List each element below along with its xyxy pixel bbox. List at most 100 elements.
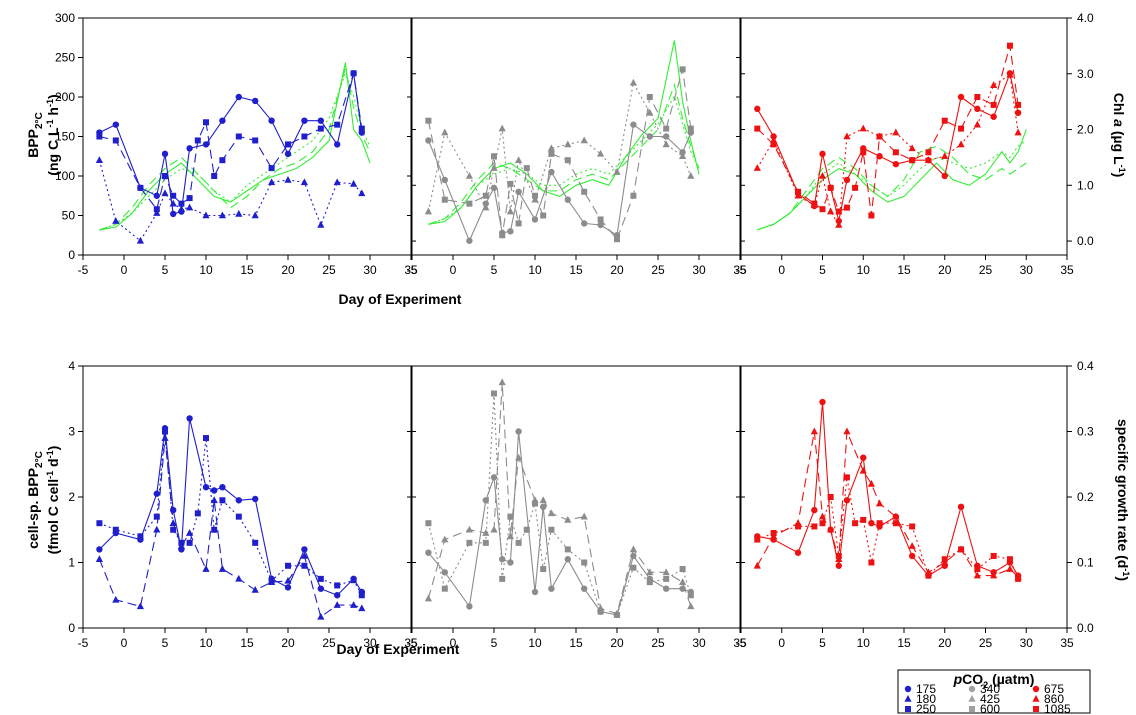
x-tick-label: 0 bbox=[121, 263, 128, 277]
point-860 bbox=[867, 479, 875, 487]
legend-marker-340 bbox=[968, 685, 976, 693]
x-tick-label: 20 bbox=[610, 636, 624, 650]
point-425 bbox=[687, 602, 695, 610]
x-tick-label: 15 bbox=[569, 636, 583, 650]
y-tick-label: 200 bbox=[55, 90, 75, 104]
series-line-175 bbox=[99, 73, 363, 215]
point-600 bbox=[425, 520, 432, 527]
y2-tick-label: 0.0 bbox=[1077, 234, 1094, 248]
point-425 bbox=[515, 156, 523, 163]
x-tick-label: 35 bbox=[404, 636, 418, 650]
plot-frame bbox=[740, 365, 1068, 629]
point-860 bbox=[810, 427, 818, 435]
point-600 bbox=[441, 585, 448, 592]
point-180 bbox=[95, 156, 103, 163]
point-175 bbox=[153, 192, 160, 199]
point-600 bbox=[614, 236, 620, 243]
point-600 bbox=[614, 611, 620, 618]
point-180 bbox=[218, 565, 226, 572]
point-175 bbox=[235, 497, 242, 504]
point-425 bbox=[547, 144, 555, 152]
point-600 bbox=[515, 220, 522, 227]
top-x-axis-label: Day of Experiment bbox=[339, 291, 462, 307]
point-600 bbox=[630, 564, 637, 571]
point-340 bbox=[564, 196, 571, 203]
point-175 bbox=[96, 546, 103, 553]
point-340 bbox=[540, 503, 547, 511]
point-175 bbox=[334, 592, 341, 599]
point-175 bbox=[301, 117, 308, 124]
y2-tick-label: 0.0 bbox=[1077, 621, 1094, 635]
point-175 bbox=[317, 585, 324, 592]
point-1085 bbox=[843, 474, 850, 481]
point-600 bbox=[499, 575, 506, 582]
legend-marker-600 bbox=[969, 706, 975, 712]
point-860 bbox=[908, 542, 916, 549]
x-tick-label: 15 bbox=[240, 636, 254, 650]
point-600 bbox=[441, 196, 448, 203]
point-340 bbox=[425, 549, 432, 556]
bottom-left-y-axis-label: cell-sp. BPP2°C bbox=[25, 451, 45, 549]
point-675 bbox=[908, 552, 916, 560]
x-tick-label: 10 bbox=[857, 263, 871, 277]
point-860 bbox=[794, 191, 802, 199]
x-tick-label: 5 bbox=[819, 263, 826, 277]
x-tick-label: 10 bbox=[857, 636, 871, 650]
x-tick-label: 20 bbox=[938, 263, 952, 277]
point-860 bbox=[1006, 70, 1014, 78]
point-1085 bbox=[909, 523, 916, 530]
point-340 bbox=[564, 556, 571, 563]
point-175 bbox=[202, 483, 210, 491]
point-250 bbox=[170, 526, 177, 533]
point-600 bbox=[564, 157, 571, 164]
x-tick-label: 15 bbox=[240, 263, 254, 277]
point-425 bbox=[547, 509, 555, 517]
point-175 bbox=[211, 487, 218, 494]
x-tick-label: 20 bbox=[281, 636, 295, 650]
point-180 bbox=[112, 217, 120, 224]
legend-marker-675 bbox=[1032, 685, 1040, 693]
point-675 bbox=[843, 497, 851, 504]
point-1085 bbox=[925, 149, 932, 156]
point-425 bbox=[662, 140, 670, 148]
point-340 bbox=[663, 133, 670, 140]
point-425 bbox=[580, 136, 588, 144]
point-600 bbox=[663, 575, 670, 582]
chl-line-1 bbox=[99, 62, 371, 231]
point-675 bbox=[990, 113, 997, 120]
x-tick-label: 20 bbox=[610, 263, 624, 277]
point-340 bbox=[425, 137, 432, 144]
y2-tick-label: 2.0 bbox=[1077, 123, 1094, 137]
top-panel-2: -5 0 5 10 15 20 25 30 35 bbox=[407, 17, 747, 277]
point-425 bbox=[662, 568, 670, 576]
point-600 bbox=[597, 216, 604, 223]
series-line-175 bbox=[99, 418, 363, 596]
point-180 bbox=[136, 236, 144, 244]
point-600 bbox=[491, 153, 497, 160]
point-600 bbox=[499, 232, 506, 239]
point-250 bbox=[350, 70, 357, 77]
point-1085 bbox=[941, 117, 948, 124]
point-1085 bbox=[958, 125, 965, 132]
point-1085 bbox=[754, 536, 761, 543]
point-340 bbox=[466, 237, 473, 244]
chl-line-3 bbox=[99, 72, 371, 231]
point-1085 bbox=[974, 566, 981, 573]
point-425 bbox=[441, 128, 449, 136]
x-tick-label: 15 bbox=[897, 636, 911, 650]
point-1085 bbox=[819, 520, 826, 527]
x-tick-label: 25 bbox=[979, 636, 993, 650]
point-175 bbox=[219, 483, 226, 491]
point-250 bbox=[235, 513, 242, 520]
point-250 bbox=[194, 510, 201, 517]
y-tick-label: 150 bbox=[55, 130, 75, 144]
point-1085 bbox=[754, 125, 761, 132]
point-250 bbox=[235, 133, 242, 140]
point-1085 bbox=[1015, 101, 1022, 108]
point-180 bbox=[358, 189, 366, 197]
legend-label-1085: 1085 bbox=[1044, 702, 1071, 715]
legend-marker-250 bbox=[905, 706, 911, 712]
point-425 bbox=[506, 532, 514, 540]
legend-label-175: 175 bbox=[916, 682, 936, 696]
